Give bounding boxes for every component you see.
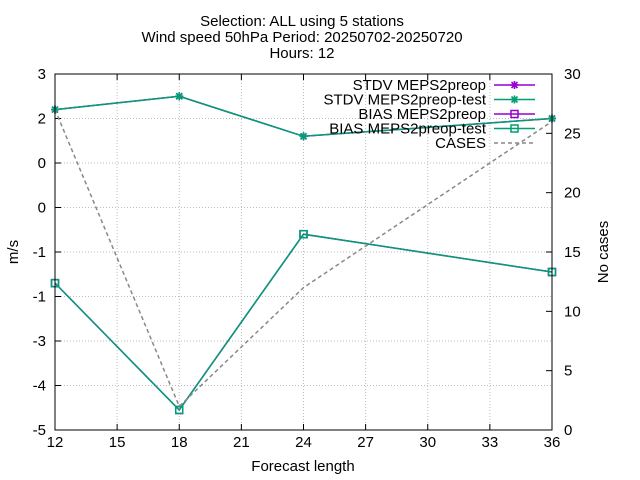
y2-tick-label: 30 bbox=[564, 66, 581, 83]
series-3 bbox=[50, 229, 557, 415]
y-tick-label: -4 bbox=[33, 378, 46, 395]
legend-marker bbox=[510, 81, 519, 89]
data-point bbox=[299, 132, 308, 141]
legend-marker bbox=[510, 95, 519, 104]
legend-label: BIAS MEPS2preop bbox=[358, 106, 486, 123]
x-tick-label: 15 bbox=[109, 434, 126, 451]
y-tick-label: 0 bbox=[38, 200, 46, 217]
legend-marker bbox=[510, 124, 519, 133]
legend-label: STDV MEPS2preop-test bbox=[323, 92, 486, 109]
y2-tick-label: 15 bbox=[564, 244, 581, 261]
series-4 bbox=[54, 109, 553, 408]
legend-marker bbox=[510, 109, 519, 119]
x-tick-label: 21 bbox=[233, 434, 250, 451]
legend-item: STDV MEPS2preop-test bbox=[323, 92, 535, 109]
y2-tick-label: 10 bbox=[564, 303, 581, 320]
legend-item: CASES bbox=[435, 135, 535, 152]
legend-label: BIAS MEPS2preop-test bbox=[329, 121, 487, 138]
data-point bbox=[175, 92, 184, 101]
x-tick-label: 12 bbox=[47, 434, 64, 451]
series-line bbox=[54, 233, 553, 412]
series-line bbox=[54, 109, 553, 408]
legend-label: STDV MEPS2preop bbox=[353, 77, 486, 94]
legend-label: CASES bbox=[435, 135, 486, 152]
y-tick-label: -1 bbox=[33, 289, 46, 306]
x-tick-label: 27 bbox=[357, 434, 374, 451]
x-tick-label: 24 bbox=[295, 434, 312, 451]
y2-tick-label: 25 bbox=[564, 125, 581, 142]
title-line-1: Selection: ALL using 5 stations bbox=[200, 13, 404, 30]
x-tick-label: 36 bbox=[544, 434, 561, 451]
title-line-2: Wind speed 50hPa Period: 20250702-202507… bbox=[141, 29, 462, 46]
legend-item: STDV MEPS2preop bbox=[353, 77, 535, 94]
x-tick-label: 30 bbox=[419, 434, 436, 451]
legend-item: BIAS MEPS2preop bbox=[358, 106, 535, 123]
y-tick-label: -1 bbox=[33, 244, 46, 261]
y-tick-label: -5 bbox=[33, 422, 46, 439]
data-point bbox=[299, 229, 308, 239]
y2-tick-label: 5 bbox=[564, 363, 572, 380]
chart-title: Selection: ALL using 5 stations Wind spe… bbox=[141, 13, 462, 62]
data-point bbox=[175, 405, 184, 415]
y2-tick-label: 0 bbox=[564, 422, 572, 439]
y-tick-label: -3 bbox=[33, 333, 46, 350]
legend-item: BIAS MEPS2preop-test bbox=[329, 121, 535, 138]
plot-frame bbox=[54, 73, 553, 431]
y-tick-label: 2 bbox=[38, 111, 46, 128]
y-axis-label: m/s bbox=[5, 240, 22, 264]
series-line bbox=[54, 95, 553, 138]
grid bbox=[55, 74, 552, 430]
y2-tick-label: 20 bbox=[564, 185, 581, 202]
title-line-3: Hours: 12 bbox=[269, 45, 334, 62]
y-tick-label: 3 bbox=[38, 66, 46, 83]
y2-axis-label: No cases bbox=[595, 221, 612, 284]
x-tick-label: 18 bbox=[171, 434, 188, 451]
x-tick-label: 33 bbox=[482, 434, 499, 451]
x-axis-label: Forecast length bbox=[251, 458, 354, 475]
axis-ticks: 12 15 18 21 24 27 30 33 36-5-4-3-1-1002305101520… bbox=[33, 66, 581, 451]
y-tick-label: 0 bbox=[38, 155, 46, 172]
